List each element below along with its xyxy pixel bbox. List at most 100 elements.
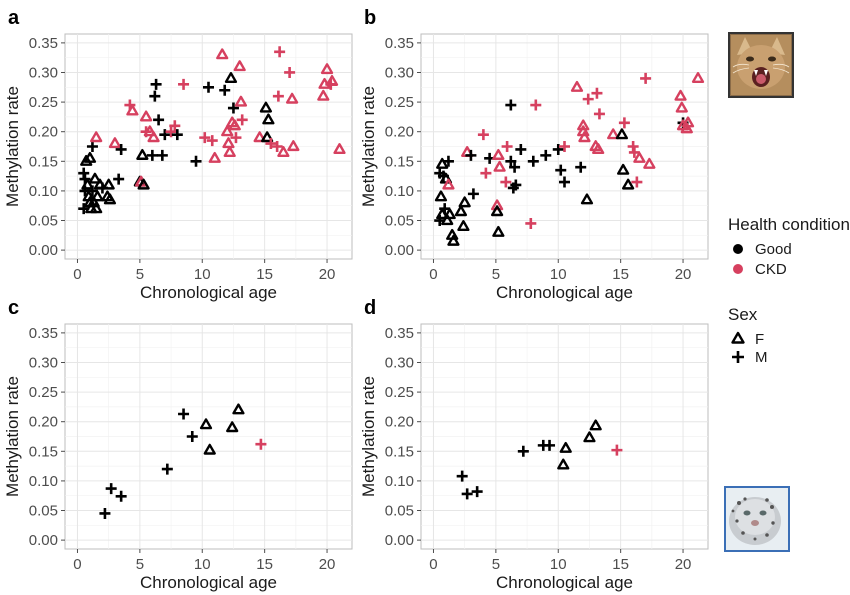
point-female bbox=[285, 92, 299, 104]
point-male bbox=[544, 439, 556, 451]
x-tick-label: 5 bbox=[492, 556, 500, 573]
point-female bbox=[199, 418, 213, 430]
point-male bbox=[86, 141, 98, 152]
point-female bbox=[443, 208, 456, 220]
y-tick-label: 0.25 bbox=[385, 384, 414, 401]
y-tick-label: 0.30 bbox=[385, 64, 414, 81]
point-male bbox=[559, 176, 570, 188]
point-female bbox=[147, 131, 160, 143]
point-male bbox=[461, 488, 473, 500]
point-male bbox=[559, 141, 570, 152]
point-male bbox=[178, 78, 190, 90]
point-female bbox=[570, 80, 584, 92]
point-female bbox=[253, 131, 266, 143]
point-male bbox=[159, 129, 171, 141]
y-tick-label: 0.30 bbox=[385, 354, 414, 371]
y-tick-label: 0.20 bbox=[29, 124, 58, 141]
point-female bbox=[492, 225, 505, 237]
point-female bbox=[559, 441, 572, 453]
point-male bbox=[591, 87, 603, 99]
legend-health-title: Health condition bbox=[728, 215, 850, 234]
point-female bbox=[592, 143, 605, 155]
point-male bbox=[203, 81, 214, 93]
x-tick-label: 0 bbox=[73, 266, 81, 283]
point-female bbox=[457, 220, 470, 232]
x-tick-label: 5 bbox=[136, 556, 144, 573]
y-axis-title: Methylation rate bbox=[359, 376, 378, 497]
y-tick-label: 0.25 bbox=[29, 384, 58, 401]
point-male bbox=[515, 143, 527, 155]
y-tick-label: 0.00 bbox=[29, 532, 58, 549]
point-female bbox=[615, 128, 629, 140]
point-female bbox=[208, 151, 221, 163]
point-male bbox=[146, 149, 158, 161]
point-male bbox=[199, 132, 211, 144]
panel-d: d 0.00 0.05 0.10 0.15 0.20 0.25 0.30 0.35 0 5 10 15 2… bbox=[359, 297, 709, 592]
point-male bbox=[501, 141, 513, 152]
point-female bbox=[320, 63, 334, 75]
y-tick-label: 0.15 bbox=[385, 153, 414, 170]
y-tick-label: 0.05 bbox=[29, 503, 58, 520]
point-female bbox=[589, 419, 602, 431]
point-female bbox=[643, 157, 656, 169]
point-male bbox=[115, 143, 127, 155]
y-tick-label: 0.10 bbox=[29, 473, 58, 490]
point-male bbox=[115, 490, 127, 502]
point-female bbox=[91, 190, 104, 202]
point-female bbox=[139, 110, 153, 122]
y-tick-label: 0.00 bbox=[385, 242, 414, 259]
x-tick-label: 0 bbox=[73, 556, 81, 573]
point-male bbox=[190, 155, 202, 167]
point-male bbox=[442, 155, 454, 167]
point-male bbox=[480, 167, 492, 179]
data-points bbox=[456, 419, 623, 500]
point-female bbox=[607, 128, 620, 140]
x-tick-label: 15 bbox=[256, 266, 273, 283]
point-male bbox=[439, 203, 451, 215]
point-female bbox=[441, 214, 454, 226]
x-tick-label: 15 bbox=[612, 556, 629, 573]
point-female bbox=[675, 101, 688, 113]
legend-sex: Sex F M bbox=[728, 305, 768, 366]
y-tick-label: 0.25 bbox=[385, 94, 414, 111]
y-tick-label: 0.20 bbox=[29, 414, 58, 431]
point-male bbox=[628, 146, 640, 158]
x-tick-label: 15 bbox=[256, 556, 273, 573]
minor-gridlines bbox=[65, 324, 352, 549]
legend-good-label: Good bbox=[755, 241, 792, 258]
legend-health: Health condition Good CKD bbox=[728, 215, 850, 278]
point-male bbox=[274, 46, 286, 58]
point-male bbox=[540, 149, 552, 161]
point-male bbox=[618, 117, 630, 129]
point-male bbox=[640, 72, 652, 84]
point-male bbox=[169, 120, 181, 132]
point-female bbox=[557, 458, 570, 470]
point-male bbox=[505, 99, 517, 111]
point-male bbox=[477, 129, 489, 141]
legend-triangle-icon bbox=[731, 331, 745, 344]
x-tick-label: 5 bbox=[492, 266, 500, 283]
point-male bbox=[465, 149, 477, 161]
point-female bbox=[680, 122, 693, 134]
point-male bbox=[186, 431, 198, 442]
point-male bbox=[161, 463, 173, 475]
y-tick-label: 0.05 bbox=[385, 503, 414, 520]
point-male bbox=[113, 173, 125, 185]
point-female bbox=[88, 172, 102, 184]
point-male bbox=[149, 90, 161, 102]
point-male bbox=[165, 126, 177, 138]
x-axis-title: Chronological age bbox=[140, 283, 277, 302]
y-axis-title: Methylation rate bbox=[3, 86, 22, 207]
point-female bbox=[674, 89, 687, 101]
point-female bbox=[143, 125, 156, 137]
point-male bbox=[552, 143, 564, 155]
point-male bbox=[530, 99, 542, 111]
point-male bbox=[456, 470, 468, 482]
x-tick-label: 10 bbox=[550, 266, 567, 283]
y-tick-label: 0.15 bbox=[29, 443, 58, 460]
point-female bbox=[577, 119, 590, 131]
point-male bbox=[517, 445, 529, 457]
point-female bbox=[90, 202, 103, 214]
point-female bbox=[203, 443, 216, 455]
y-tick-label: 0.00 bbox=[29, 242, 58, 259]
